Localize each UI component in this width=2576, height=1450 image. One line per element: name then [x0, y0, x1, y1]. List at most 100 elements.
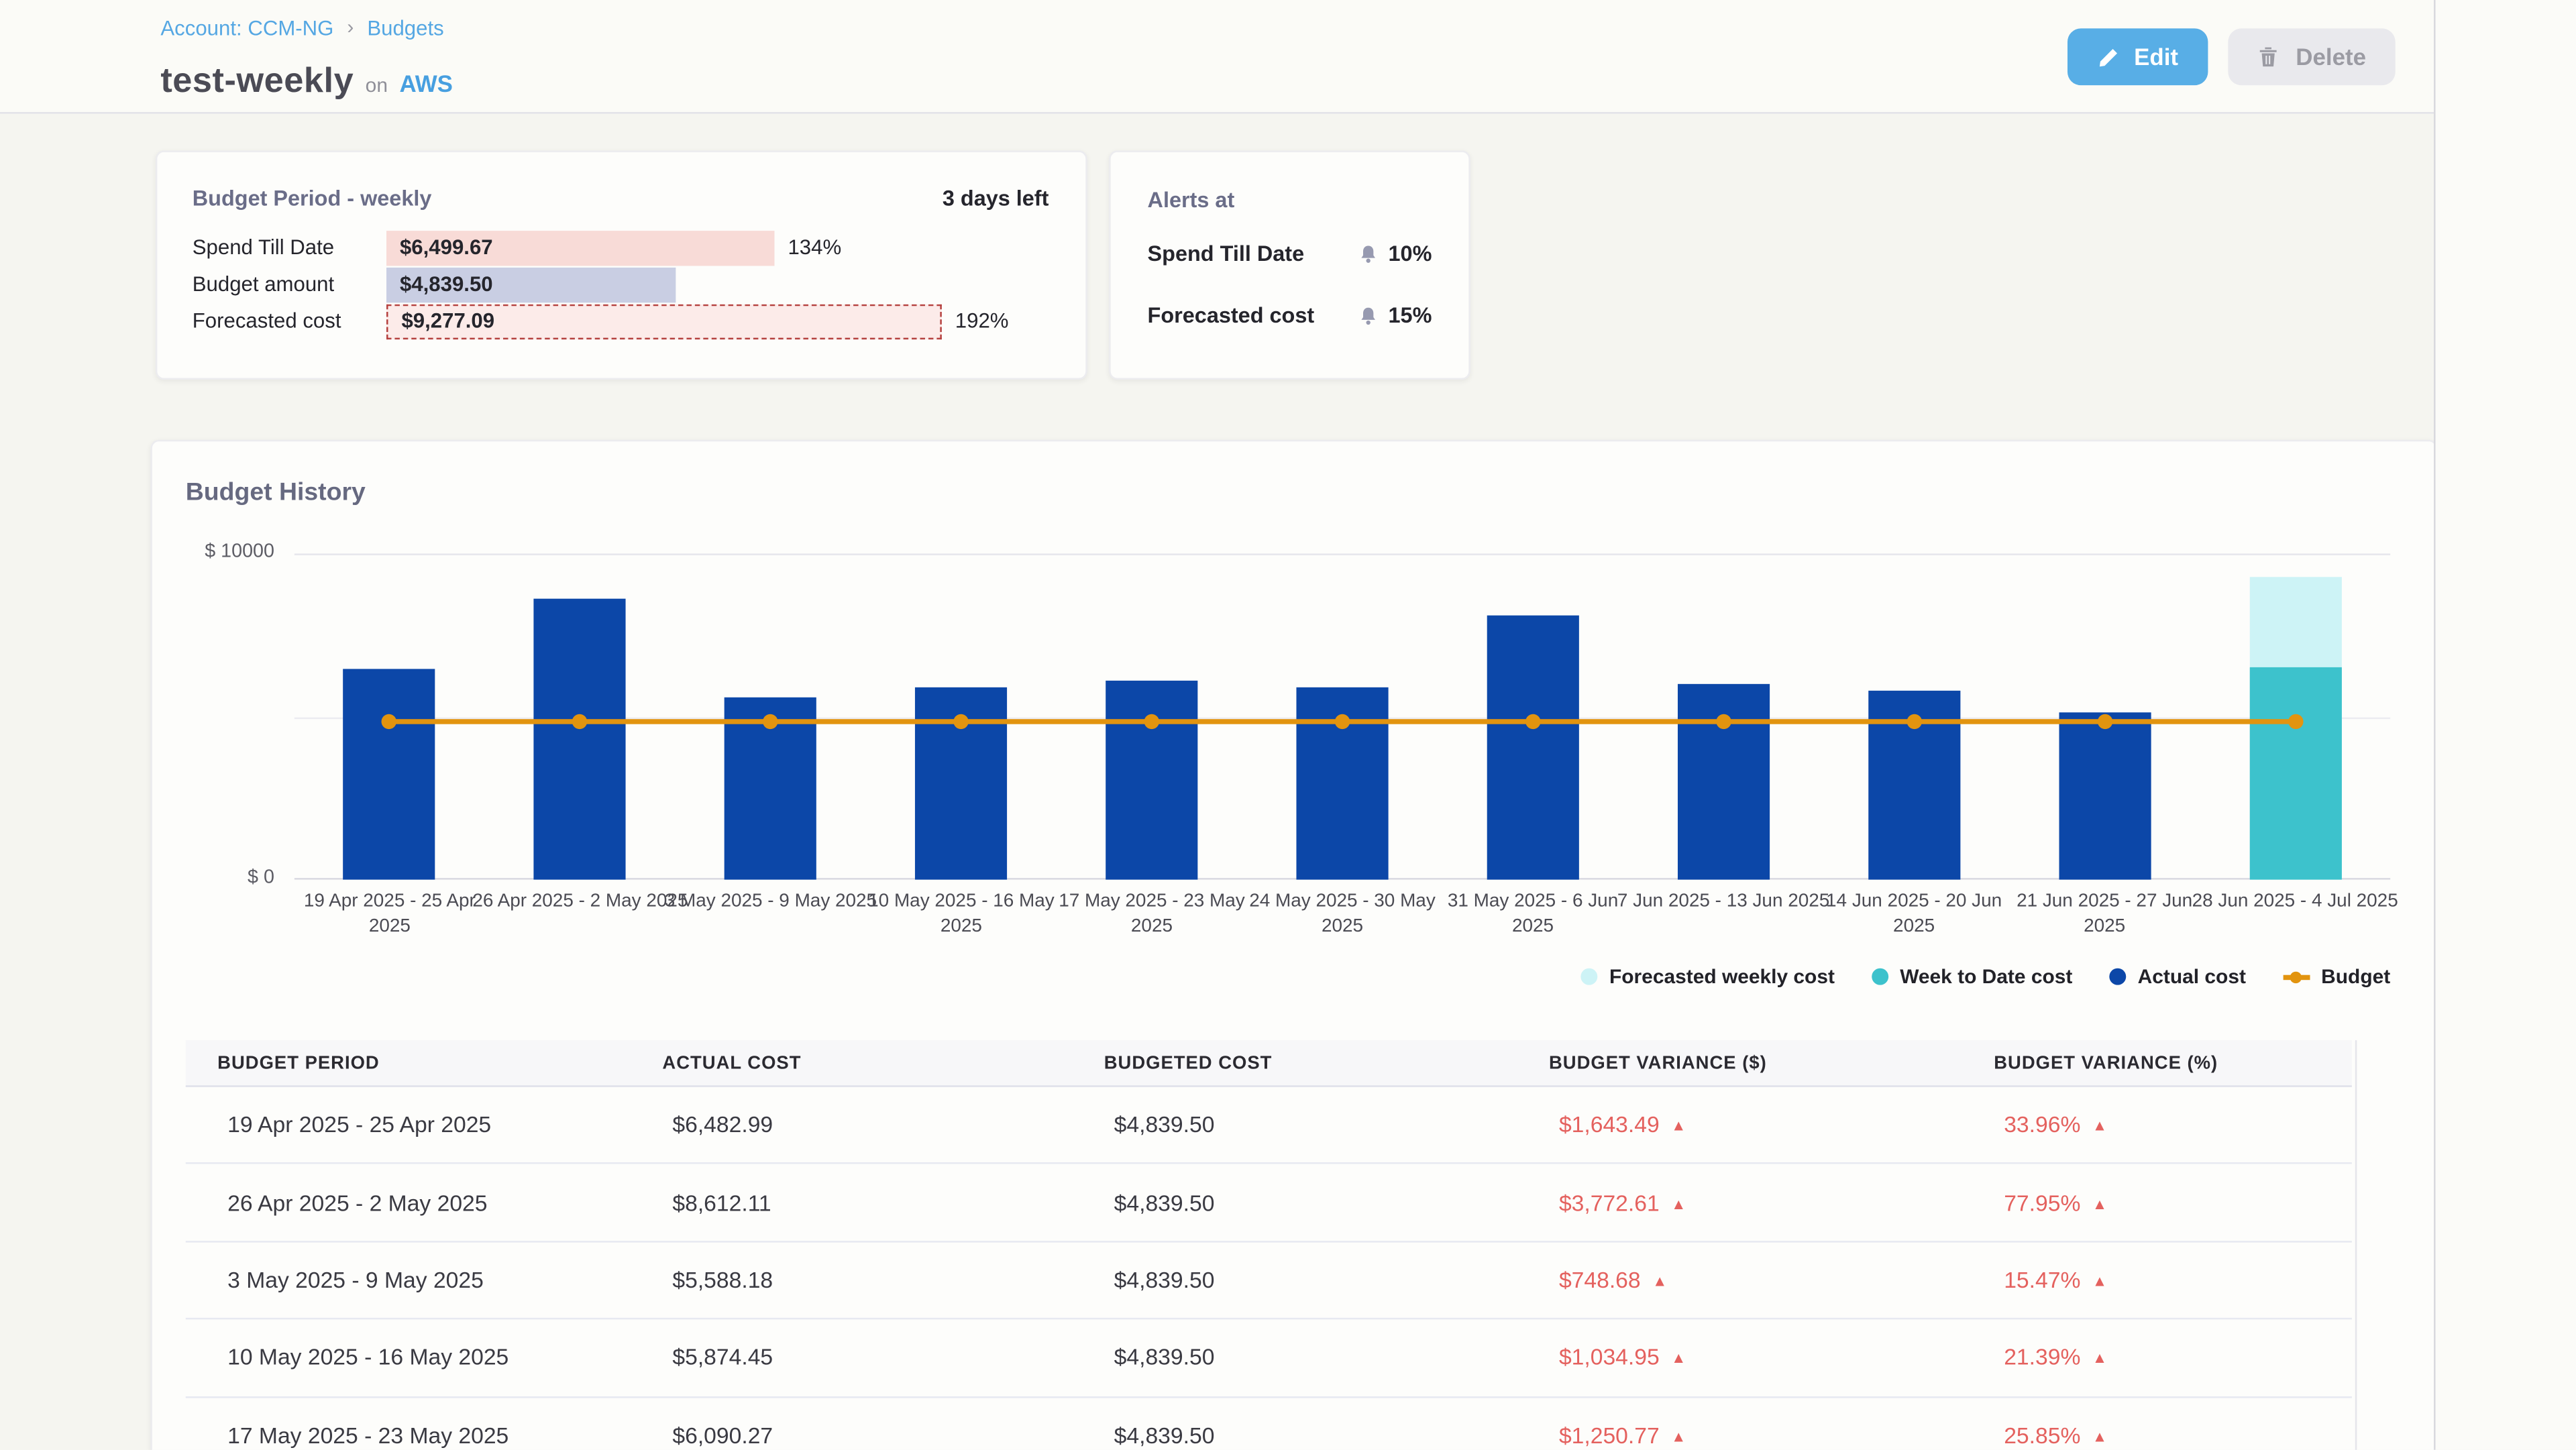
- cell-budget-variance-usd-value: $1,250.77: [1558, 1423, 1660, 1448]
- edit-button-label: Edit: [2134, 43, 2179, 70]
- alerts-title: Alerts at: [1147, 187, 1235, 213]
- cell-budget-variance-usd: $1,034.95 ▲: [1517, 1345, 1962, 1370]
- spend-bar: $6,499.67: [386, 229, 775, 266]
- budget-period-row: Spend Till Date $6,499.67 134%: [193, 229, 1049, 266]
- variance-up-arrow-icon: ▲: [2092, 1272, 2108, 1290]
- table-header-cell: BUDGETED COST: [1104, 1052, 1273, 1073]
- x-axis-label: 19 Apr 2025 - 25 Apr 2025: [303, 891, 476, 936]
- chart-bar-actual-cost[interactable]: [1106, 681, 1198, 880]
- cell-budget-variance-pct-value: 33.96%: [2004, 1112, 2081, 1138]
- cell-actual-cost-value: $6,090.27: [672, 1423, 773, 1448]
- variance-up-arrow-icon: ▲: [1671, 1350, 1686, 1368]
- cell-budget-variance-usd: $3,772.61 ▲: [1517, 1190, 1962, 1215]
- cell-budget-period: 26 Apr 2025 - 2 May 2025: [186, 1190, 631, 1215]
- cell-budget-period-value: 10 May 2025 - 16 May 2025: [227, 1345, 509, 1371]
- cell-budget-variance-usd-value: $3,772.61: [1558, 1190, 1660, 1215]
- chart-bar-actual-cost[interactable]: [534, 598, 627, 880]
- chart-bar-actual-cost[interactable]: [1487, 615, 1579, 880]
- alert-row-label: Spend Till Date: [1147, 241, 1305, 266]
- cell-budgeted-cost-value: $4,839.50: [1114, 1112, 1215, 1138]
- legend-item-budget[interactable]: Budget: [2282, 965, 2390, 989]
- cell-actual-cost: $6,482.99: [631, 1113, 1072, 1137]
- delete-button-label: Delete: [2296, 43, 2367, 70]
- x-axis-label: 14 Jun 2025 - 20 Jun 2025: [1826, 891, 2002, 936]
- budget-period-row: Budget amount $4,839.50: [193, 266, 1049, 302]
- budget-line-marker: [1525, 714, 1541, 730]
- alert-rows: Spend Till Date 10% Forecasted cost 15%: [1148, 236, 1432, 360]
- cell-budget-period: 10 May 2025 - 16 May 2025: [186, 1345, 631, 1370]
- title-connector: on: [365, 73, 388, 97]
- cell-actual-cost: $8,612.11: [631, 1190, 1072, 1215]
- x-axis-label: 7 Jun 2025 - 13 Jun 2025: [1617, 891, 1830, 911]
- table-row: 26 Apr 2025 - 2 May 2025 $8,612.11 $4,839.…: [185, 1164, 2352, 1243]
- legend-dot-marker: [1580, 968, 1598, 985]
- budget-line-marker: [953, 714, 969, 730]
- cell-budgeted-cost-value: $4,839.50: [1114, 1190, 1215, 1215]
- x-axis-label: 26 Apr 2025 - 2 May 2025: [472, 891, 688, 911]
- cell-budget-variance-pct-value: 21.39%: [2004, 1345, 2081, 1371]
- table-row: 17 May 2025 - 23 May 2025 $6,090.27 $4,839…: [186, 1397, 2352, 1449]
- chart-bar-actual-cost[interactable]: [343, 668, 436, 880]
- legend-item-week-to-date-cost[interactable]: Week to Date cost: [1871, 965, 2072, 989]
- budget-period-row-label: Spend Till Date: [192, 235, 335, 260]
- cell-budget-variance-usd: $1,643.49 ▲: [1517, 1113, 1962, 1137]
- budget-line-marker: [1144, 714, 1160, 730]
- days-left-label: 3 days left: [942, 185, 1049, 211]
- alert-row-threshold: 10%: [1358, 241, 1432, 266]
- cell-budgeted-cost: $4,839.50: [1072, 1113, 1517, 1137]
- delete-button[interactable]: Delete: [2228, 28, 2396, 86]
- table-scrollbar-track: [2355, 1040, 2357, 1450]
- budget-period-row-amount: $4,839.50: [399, 272, 493, 296]
- table-row: 19 Apr 2025 - 25 Apr 2025 $6,482.99 $4,839…: [185, 1087, 2352, 1165]
- x-axis-label: 21 Jun 2025 - 27 Jun 2025: [2017, 891, 2193, 936]
- chart-bar-week-to-date-cost[interactable]: [2249, 667, 2341, 880]
- table-header-cell: BUDGET VARIANCE ($): [1548, 1052, 1767, 1073]
- alert-row: Forecasted cost 15%: [1148, 298, 1432, 333]
- breadcrumb-account-link[interactable]: Account: CCM-NG: [160, 16, 334, 40]
- budget-period-row: Forecasted cost $9,277.09 192%: [193, 302, 1049, 339]
- budget-line-marker: [1715, 714, 1731, 730]
- x-axis-label: 31 May 2025 - 6 Jun 2025: [1447, 891, 1619, 936]
- cell-budgeted-cost: $4,839.50: [1072, 1423, 1517, 1447]
- budget-bar: $4,839.50: [386, 266, 676, 302]
- chart-bar-actual-cost[interactable]: [1677, 683, 1770, 880]
- budget-history-card: Budget History $ 10000 $ 0 19 Apr 2025 -…: [150, 439, 2438, 1450]
- cell-budgeted-cost: $4,839.50: [1072, 1345, 1517, 1370]
- cell-budget-variance-pct-value: 77.95%: [2004, 1190, 2081, 1215]
- budget-period-title: Budget Period - weekly: [192, 185, 432, 211]
- variance-up-arrow-icon: ▲: [2092, 1194, 2108, 1212]
- budget-history-chart: [294, 553, 2391, 880]
- variance-up-arrow-icon: ▲: [1671, 1117, 1686, 1135]
- budget-line-marker: [1334, 714, 1350, 730]
- gridline-10000: [294, 553, 2391, 555]
- chart-bar-actual-cost[interactable]: [2058, 712, 2151, 880]
- alert-row-label: Forecasted cost: [1147, 302, 1315, 328]
- trash-icon: [2257, 45, 2281, 68]
- cell-actual-cost-value: $8,612.11: [672, 1190, 771, 1215]
- budget-history-table: BUDGET PERIOD ACTUAL COST BUDGETED COST BUD…: [185, 1040, 2352, 1450]
- legend-item-forecasted-weekly-cost[interactable]: Forecasted weekly cost: [1580, 965, 1835, 989]
- legend-item-actual-cost[interactable]: Actual cost: [2109, 965, 2246, 989]
- budget-line-marker: [572, 714, 588, 730]
- budget-period-row-amount: $6,499.67: [399, 235, 493, 260]
- cell-budgeted-cost-value: $4,839.50: [1114, 1345, 1215, 1371]
- cell-actual-cost: $5,874.45: [631, 1345, 1072, 1370]
- table-header-cell: BUDGET PERIOD: [217, 1052, 380, 1073]
- cell-budget-variance-usd-value: $1,643.49: [1558, 1112, 1660, 1138]
- cell-actual-cost: $5,588.18: [631, 1268, 1072, 1292]
- edit-button[interactable]: Edit: [2067, 28, 2208, 86]
- budget-period-row-percent: 134%: [788, 235, 842, 260]
- cell-budget-variance-pct: 15.47% ▲: [1962, 1268, 2352, 1292]
- budget-period-row-percent: 192%: [955, 309, 1009, 333]
- table-header-cell: BUDGET VARIANCE (%): [1994, 1052, 2218, 1073]
- budget-line-marker: [1906, 714, 1922, 730]
- table-row: 10 May 2025 - 16 May 2025 $5,874.45 $4,839…: [185, 1320, 2352, 1398]
- x-axis-label: 3 May 2025 - 9 May 2025: [664, 891, 877, 911]
- legend-item-label: Actual cost: [2137, 964, 2246, 989]
- breadcrumb-budgets-link[interactable]: Budgets: [367, 16, 444, 40]
- cell-budget-variance-pct-value: 15.47%: [2004, 1267, 2081, 1293]
- budget-history-title: Budget History: [185, 478, 366, 507]
- variance-up-arrow-icon: ▲: [1671, 1194, 1686, 1212]
- cell-actual-cost-value: $5,874.45: [672, 1345, 773, 1371]
